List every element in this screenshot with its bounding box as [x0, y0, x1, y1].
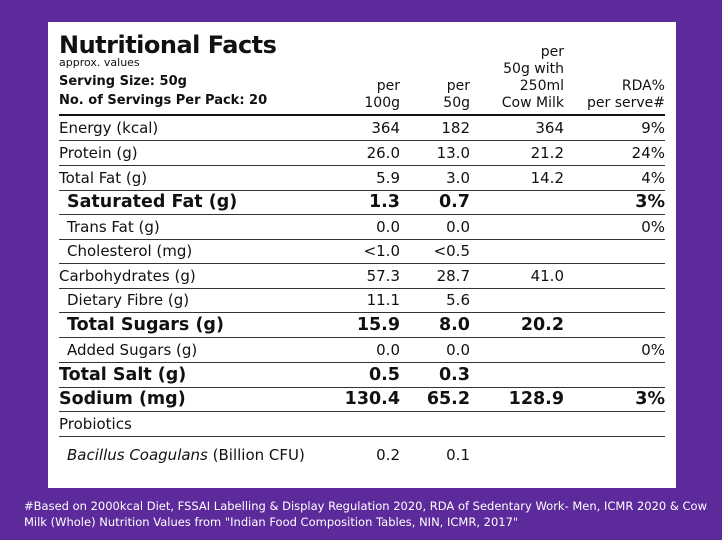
column-header-line: 50g with	[503, 61, 564, 77]
table-row: Protein (g) 26.0 13.0 21.2 24%	[59, 140, 665, 166]
nutrition-panel: Nutritional Facts approx. values Serving…	[48, 22, 676, 488]
cell-v1: 5.9	[376, 168, 400, 187]
servings-per-pack: No. of Servings Per Pack: 20	[59, 93, 268, 108]
cell-v2: 5.6	[446, 291, 470, 309]
cell-v4: 0%	[641, 217, 665, 236]
cell-v3: 14.2	[530, 168, 564, 187]
cell-v1: 11.1	[366, 291, 400, 309]
cell-v4: 4%	[641, 168, 665, 187]
cell-v1: <1.0	[363, 242, 400, 260]
column-header-line: 250ml	[519, 78, 564, 94]
table-row: Added Sugars (g) 0.0 0.0 0%	[59, 337, 665, 363]
cell-v2: 0.3	[438, 364, 470, 385]
row-label: Dietary Fibre (g)	[67, 291, 190, 309]
column-header-line: per	[446, 78, 470, 94]
cell-v2: 3.0	[446, 168, 470, 187]
footnote: #Based on 2000kcal Diet, FSSAI Labelling…	[24, 499, 707, 529]
row-label: Saturated Fat (g)	[67, 192, 238, 212]
cell-v3: 20.2	[520, 314, 564, 335]
table-row: Probiotics	[59, 411, 665, 437]
row-label: Protein (g)	[59, 143, 138, 162]
cell-v4: 0%	[641, 340, 665, 359]
cell-v2: 0.7	[438, 192, 470, 212]
table-row: Energy (kcal) 364 182 364 9%	[59, 116, 665, 141]
cell-v3: 21.2	[530, 143, 564, 162]
header-divider	[59, 114, 665, 116]
column-header-rda: RDA% per serve#	[568, 22, 665, 112]
cell-v2: 8.0	[438, 314, 470, 335]
column-header-line: RDA%	[621, 78, 665, 94]
table-row: Total Fat (g) 5.9 3.0 14.2 4%	[59, 165, 665, 191]
cell-v1: 0.0	[376, 340, 400, 359]
cell-v2: 13.0	[436, 143, 470, 162]
row-label-rest: (Billion CFU)	[207, 445, 305, 464]
row-label: Bacillus Coagulans (Billion CFU)	[59, 446, 349, 464]
cell-v3: 41.0	[530, 266, 564, 285]
table-row: Dietary Fibre (g) 11.1 5.6	[59, 288, 665, 313]
row-label: Total Salt (g)	[59, 364, 187, 385]
column-header-with-milk: per 50g with 250ml Cow Milk	[478, 22, 564, 112]
row-label-italic: Bacillus Coagulans	[67, 445, 208, 464]
cell-v2: 0.0	[446, 217, 470, 236]
column-header-line: per serve#	[587, 95, 665, 111]
row-label: Probiotics	[59, 414, 132, 433]
approx-note: approx. values	[59, 56, 140, 69]
table-row: Carbohydrates (g) 57.3 28.7 41.0	[59, 263, 665, 289]
row-label: Carbohydrates (g)	[59, 266, 196, 285]
row-label: Sodium (mg)	[59, 389, 186, 409]
cell-v2: 0.1	[446, 445, 470, 464]
cell-v2: 65.2	[426, 389, 470, 409]
cell-v2: 0.0	[446, 340, 470, 359]
row-label: Added Sugars (g)	[67, 340, 198, 359]
row-label: Energy (kcal)	[59, 119, 159, 137]
cell-v4: 3%	[635, 389, 665, 409]
table-header: Nutritional Facts approx. values Serving…	[48, 22, 676, 114]
row-label: Cholesterol (mg)	[67, 242, 193, 260]
cell-v1: 1.3	[368, 192, 400, 212]
table-row: Saturated Fat (g) 1.3 0.7 3%	[59, 190, 665, 215]
cell-v4: 3%	[635, 192, 665, 212]
cell-v2: 182	[441, 119, 470, 137]
cell-v1: 26.0	[366, 143, 400, 162]
column-header-line: Cow Milk	[501, 95, 564, 111]
table-row: Total Salt (g) 0.5 0.3	[59, 362, 665, 388]
serving-size: Serving Size: 50g	[59, 74, 187, 89]
column-header-per-50g: per 50g	[408, 22, 470, 112]
cell-v3: 128.9	[508, 389, 564, 409]
table-row: Bacillus Coagulans (Billion CFU) 0.2 0.1	[59, 436, 665, 473]
cell-v1: 15.9	[356, 314, 400, 335]
cell-v1: 0.0	[376, 217, 400, 236]
column-header-line: 100g	[364, 95, 400, 111]
row-label: Total Sugars (g)	[67, 314, 224, 335]
column-header-line: 50g	[443, 95, 470, 111]
column-header-line: per	[376, 78, 400, 94]
row-label: Total Fat (g)	[59, 168, 148, 187]
cell-v1: 364	[371, 119, 400, 137]
cell-v1: 57.3	[366, 266, 400, 285]
row-label: Trans Fat (g)	[67, 217, 160, 236]
cell-v2: <0.5	[433, 242, 470, 260]
cell-v1: 0.2	[376, 445, 400, 464]
cell-v1: 130.4	[344, 389, 400, 409]
cell-v2: 28.7	[436, 266, 470, 285]
table-row: Cholesterol (mg) <1.0 <0.5	[59, 239, 665, 264]
table-row: Total Sugars (g) 15.9 8.0 20.2	[59, 312, 665, 338]
column-header-line: per	[540, 44, 564, 60]
table-row: Trans Fat (g) 0.0 0.0 0%	[59, 214, 665, 240]
cell-v4: 24%	[631, 143, 665, 162]
page-title: Nutritional Facts	[59, 31, 277, 59]
cell-v3: 364	[535, 119, 564, 137]
cell-v1: 0.5	[368, 364, 400, 385]
table-row: Sodium (mg) 130.4 65.2 128.9 3%	[59, 387, 665, 412]
column-header-per-100g: per 100g	[338, 22, 400, 112]
cell-v4: 9%	[641, 119, 665, 137]
